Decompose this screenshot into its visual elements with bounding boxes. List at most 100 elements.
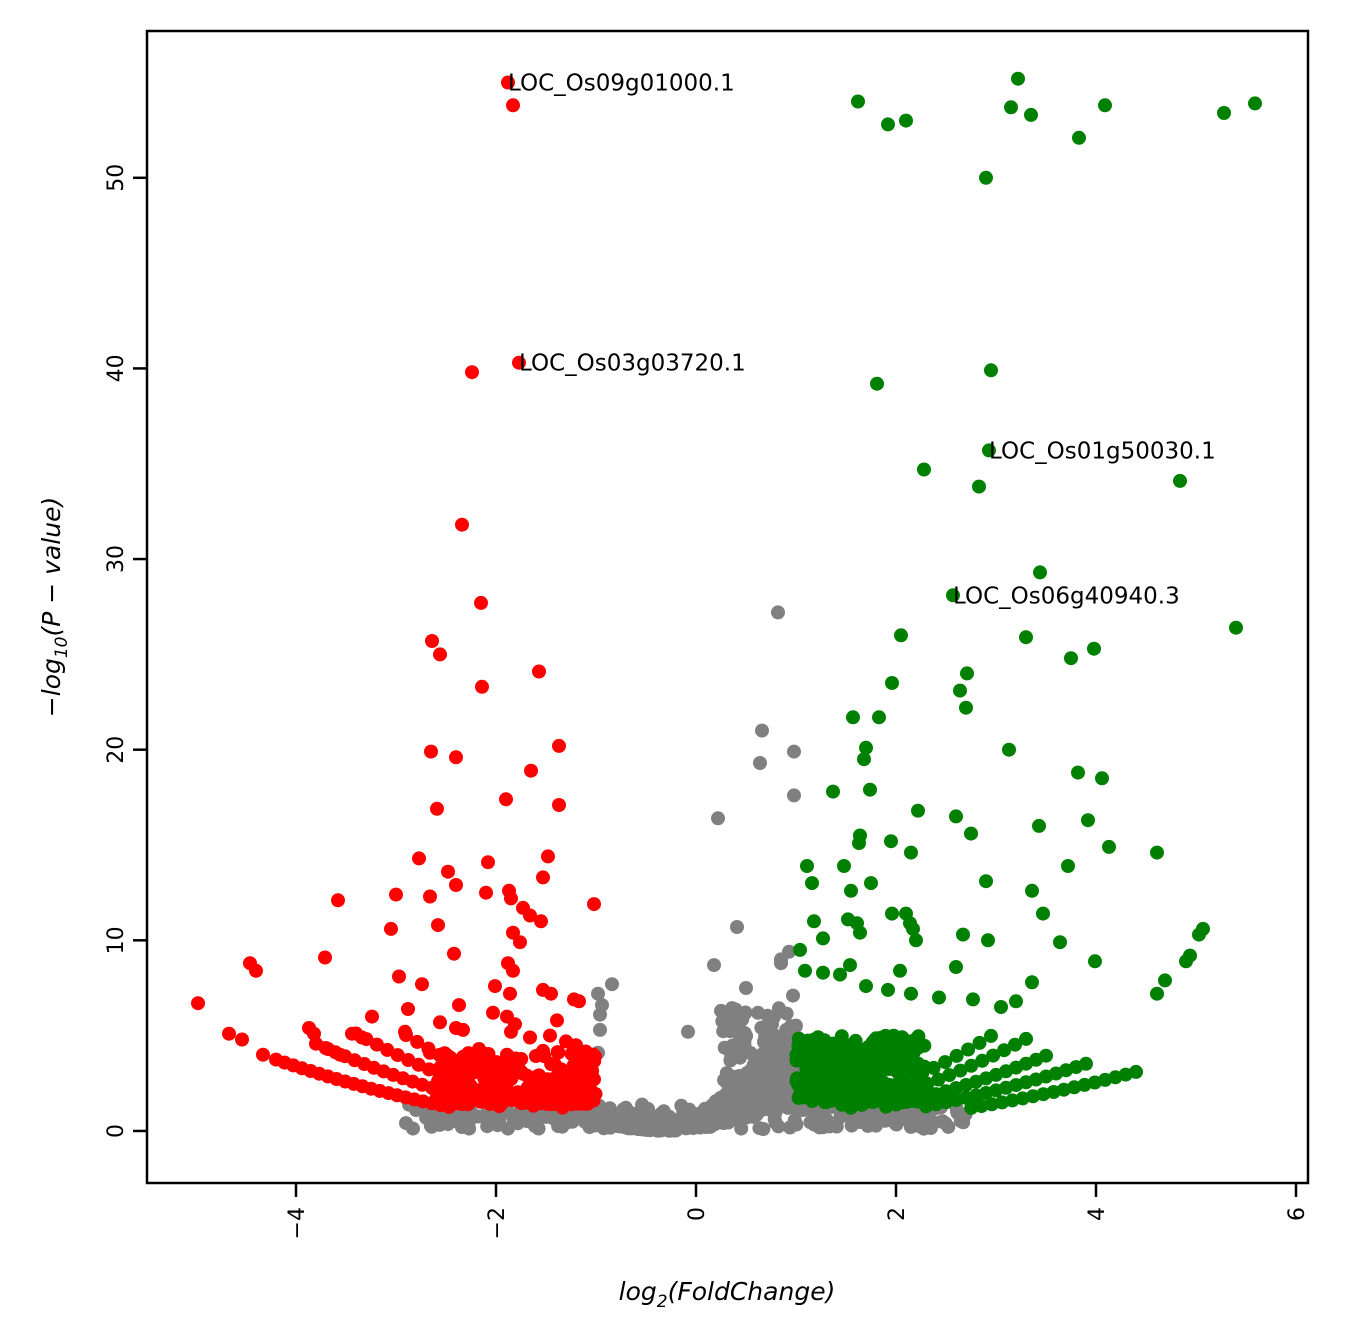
data-point [752, 1067, 767, 1081]
data-point [443, 1054, 458, 1069]
data-point [793, 942, 807, 957]
data-point [641, 1101, 655, 1116]
data-point [1019, 630, 1033, 645]
data-point [787, 744, 801, 759]
data-point [846, 1094, 861, 1109]
data-point [833, 967, 847, 982]
data-point [513, 935, 527, 950]
data-point [506, 98, 520, 113]
data-point [926, 1060, 941, 1075]
data-point [544, 1097, 559, 1112]
x-tick-label: 6 [1285, 1207, 1310, 1221]
data-point [321, 1042, 335, 1056]
data-point [783, 1120, 797, 1135]
data-point [994, 1000, 1008, 1014]
data-point [755, 1046, 770, 1061]
data-point [191, 996, 205, 1011]
data-point [523, 908, 537, 923]
data-point [714, 1003, 728, 1018]
data-point [422, 1062, 436, 1077]
data-point [953, 1063, 968, 1078]
data-point [455, 517, 469, 532]
data-point [488, 979, 502, 994]
data-point [1036, 906, 1050, 921]
data-point [425, 634, 439, 648]
data-point [751, 1005, 765, 1020]
gene-label: LOC_Os09g01000.1 [508, 71, 735, 97]
data-point [949, 809, 963, 824]
data-point [605, 977, 619, 992]
data-point [412, 851, 426, 866]
data-point [878, 1028, 893, 1043]
data-point [547, 1057, 562, 1072]
data-point [390, 1048, 405, 1063]
data-point [1192, 927, 1206, 942]
data-point [1011, 71, 1025, 86]
data-point [389, 887, 403, 902]
data-point [855, 1059, 870, 1073]
data-point [431, 918, 445, 933]
data-point [423, 889, 437, 904]
data-point [894, 628, 908, 643]
data-point [788, 1018, 803, 1033]
data-point [1064, 651, 1078, 666]
data-point [852, 836, 866, 851]
data-point [816, 965, 830, 980]
data-point [779, 1032, 794, 1047]
data-point [1008, 1037, 1022, 1052]
data-point [811, 1112, 826, 1127]
data-point [771, 605, 785, 620]
data-point [307, 1026, 321, 1041]
data-point [657, 1120, 672, 1135]
data-point [964, 826, 978, 841]
data-point [775, 1056, 790, 1071]
data-point [1129, 1064, 1143, 1079]
data-point [423, 1045, 437, 1060]
data-point [791, 1038, 806, 1053]
data-point [1072, 130, 1086, 145]
data-point [719, 1074, 734, 1089]
data-point [903, 1071, 918, 1086]
data-point [384, 921, 398, 936]
data-point [822, 1119, 837, 1134]
data-point [583, 1091, 598, 1106]
y-tick-label: 30 [104, 545, 129, 573]
data-point [730, 920, 744, 934]
data-point [724, 1003, 739, 1018]
data-point [398, 1024, 412, 1039]
data-point [771, 1119, 786, 1134]
data-point [899, 113, 913, 128]
data-point [1173, 473, 1187, 488]
data-point [401, 1053, 416, 1067]
data-point [791, 1077, 806, 1092]
data-point [787, 788, 801, 803]
data-point [764, 1065, 779, 1080]
data-point [406, 1121, 420, 1136]
x-tick-label: 2 [885, 1207, 910, 1221]
data-point [755, 723, 769, 738]
data-point [369, 1037, 384, 1052]
data-point [474, 595, 488, 610]
data-point [1004, 100, 1018, 115]
data-point [834, 1097, 849, 1112]
data-point [975, 1053, 990, 1068]
data-point [822, 1089, 836, 1103]
data-point [504, 1024, 518, 1039]
data-point [618, 1100, 633, 1115]
data-point [477, 1054, 492, 1069]
data-point [964, 1058, 979, 1073]
y-axis-ticks: 0 10 20 30 40 50 [104, 164, 147, 1138]
data-point [805, 1094, 820, 1108]
data-point [380, 1042, 395, 1057]
data-point [531, 1075, 546, 1090]
data-point [904, 986, 918, 1001]
data-point [555, 1100, 570, 1115]
data-point [630, 1106, 645, 1121]
data-point [1032, 818, 1046, 833]
data-point [843, 958, 857, 973]
data-point [593, 1022, 607, 1037]
data-point [909, 933, 923, 948]
data-point [847, 1073, 862, 1088]
data-point [1081, 813, 1095, 828]
data-point [949, 1048, 964, 1063]
